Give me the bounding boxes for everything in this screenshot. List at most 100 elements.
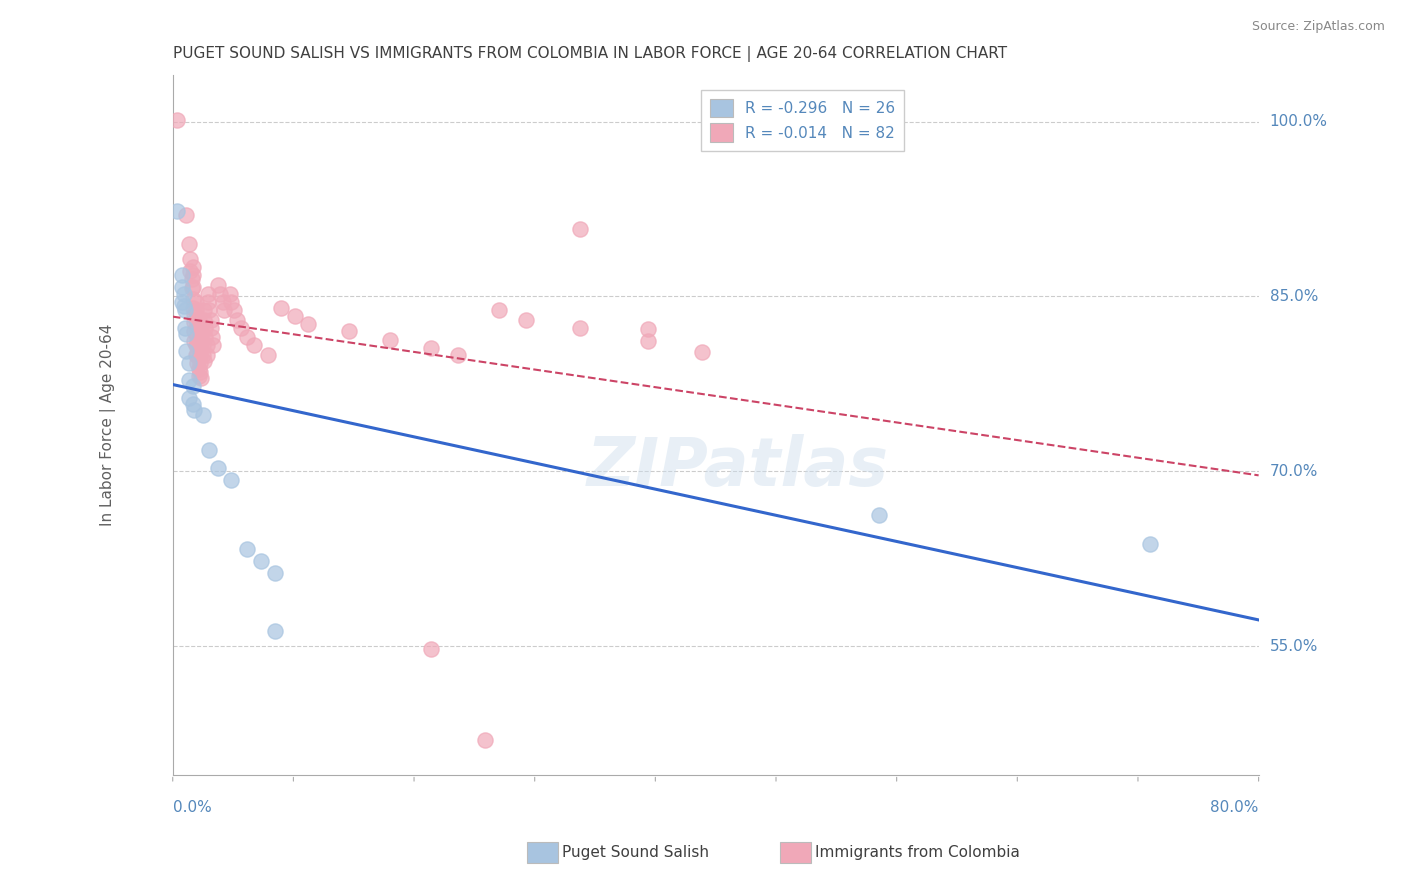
Point (515, 312, 537, 326)
Point (177, 237, 200, 252)
Point (184, 338, 207, 352)
Point (188, 338, 211, 352)
Point (186, 322, 208, 336)
Point (214, 303, 236, 318)
Point (181, 268, 204, 283)
Point (194, 330, 217, 344)
Point (198, 443, 221, 458)
Text: 70.0%: 70.0% (1270, 464, 1317, 479)
Point (474, 732, 496, 747)
Point (183, 402, 205, 417)
Point (193, 312, 215, 326)
Point (297, 318, 319, 332)
Point (195, 348, 218, 362)
Point (690, 345, 713, 359)
Point (236, 542, 259, 557)
Point (207, 277, 229, 292)
Point (183, 325, 205, 339)
Point (183, 307, 205, 321)
Point (568, 321, 591, 335)
Point (186, 330, 208, 344)
Point (488, 303, 510, 318)
Point (172, 280, 194, 294)
Point (186, 356, 208, 370)
Point (337, 325, 360, 339)
Point (200, 312, 222, 326)
Point (197, 295, 219, 310)
Point (174, 303, 197, 318)
Point (181, 379, 204, 393)
Point (186, 348, 208, 362)
Point (193, 303, 215, 318)
Point (188, 330, 211, 344)
Point (188, 356, 211, 370)
Point (166, 204, 188, 219)
Point (256, 348, 278, 362)
Point (263, 566, 285, 580)
Point (190, 321, 212, 335)
Point (229, 321, 252, 335)
Point (1139, 536, 1161, 550)
Point (176, 344, 198, 359)
Point (225, 312, 247, 326)
Text: ZIPatlas: ZIPatlas (586, 434, 889, 500)
Point (176, 326, 198, 341)
Point (263, 624, 285, 639)
Point (191, 409, 214, 423)
Text: 100.0%: 100.0% (1270, 114, 1327, 129)
Point (184, 312, 207, 326)
Point (190, 330, 212, 344)
Text: 80.0%: 80.0% (1211, 799, 1258, 814)
Point (193, 353, 215, 368)
Point (637, 334, 659, 348)
Point (378, 333, 401, 347)
Text: 0.0%: 0.0% (173, 799, 211, 814)
Point (447, 348, 470, 362)
Point (191, 348, 214, 362)
Text: PUGET SOUND SALISH VS IMMIGRANTS FROM COLOMBIA IN LABOR FORCE | AGE 20-64 CORREL: PUGET SOUND SALISH VS IMMIGRANTS FROM CO… (173, 46, 1007, 62)
Text: Source: ZipAtlas.com: Source: ZipAtlas.com (1251, 20, 1385, 33)
Point (212, 295, 235, 310)
Point (187, 321, 209, 335)
Point (194, 321, 217, 335)
Point (236, 330, 259, 344)
Point (188, 348, 211, 362)
Point (191, 338, 214, 352)
Point (243, 338, 266, 352)
Point (419, 341, 441, 355)
Point (197, 287, 219, 301)
Point (181, 260, 204, 275)
Point (173, 299, 195, 313)
Legend: R = -0.296   N = 26, R = -0.014   N = 82: R = -0.296 N = 26, R = -0.014 N = 82 (700, 89, 904, 152)
Point (198, 303, 221, 318)
Point (179, 264, 201, 278)
Point (177, 373, 200, 387)
Point (195, 338, 218, 352)
Point (218, 287, 240, 301)
Text: 85.0%: 85.0% (1270, 289, 1317, 304)
Point (176, 208, 198, 222)
Point (188, 365, 211, 379)
Point (209, 287, 232, 301)
Point (183, 334, 205, 348)
Point (181, 397, 204, 411)
Point (180, 281, 202, 295)
Point (222, 303, 245, 318)
Point (177, 391, 200, 405)
Point (181, 301, 204, 315)
Point (166, 113, 188, 128)
Point (172, 268, 194, 283)
Point (207, 461, 229, 475)
Point (190, 371, 212, 385)
Point (181, 280, 204, 294)
Point (184, 303, 207, 318)
Point (419, 641, 441, 656)
Point (187, 312, 209, 326)
Text: In Labor Force | Age 20-64: In Labor Force | Age 20-64 (100, 324, 115, 526)
Point (184, 295, 207, 310)
Point (183, 315, 205, 329)
Point (181, 292, 204, 306)
Point (187, 361, 209, 376)
Point (180, 272, 202, 286)
Point (177, 356, 200, 370)
